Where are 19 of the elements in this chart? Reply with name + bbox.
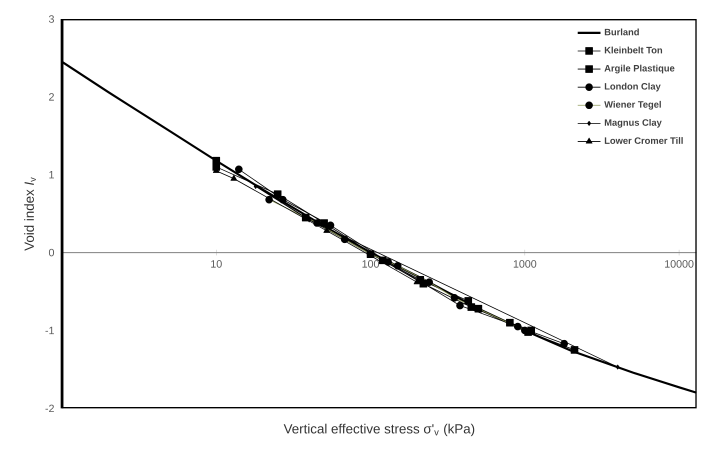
y-tick-label: 2 bbox=[49, 93, 54, 101]
y-tick-label: 3 bbox=[48, 15, 54, 23]
x-tick-label: 100 bbox=[362, 260, 380, 268]
legend-label: Wiener Tegel bbox=[604, 100, 661, 110]
x-tick-label: 10000 bbox=[665, 260, 694, 268]
legend-label: Lower Cromer Till bbox=[604, 137, 683, 144]
x-tick-label: 1000 bbox=[514, 260, 536, 268]
legend-label: Argile Plastique bbox=[604, 64, 674, 74]
x-tick-label: 10 bbox=[211, 260, 222, 268]
legend-label: Burland bbox=[604, 28, 639, 36]
y-axis-title: Void index I$_{v}$ bbox=[24, 177, 36, 251]
x-axis-title: Vertical effective stress σ'$_{v}$ (kPa) bbox=[284, 424, 474, 436]
legend-label: Kleinbelt Ton bbox=[604, 46, 662, 54]
legend-label: London Clay bbox=[604, 82, 661, 92]
y-tick-label: -2 bbox=[45, 404, 54, 412]
y-tick-label: 1 bbox=[49, 171, 54, 178]
y-tick-label: -1 bbox=[45, 326, 54, 334]
y-tick-label: 0 bbox=[48, 248, 54, 256]
legend-label: Magnus Clay bbox=[604, 118, 662, 128]
